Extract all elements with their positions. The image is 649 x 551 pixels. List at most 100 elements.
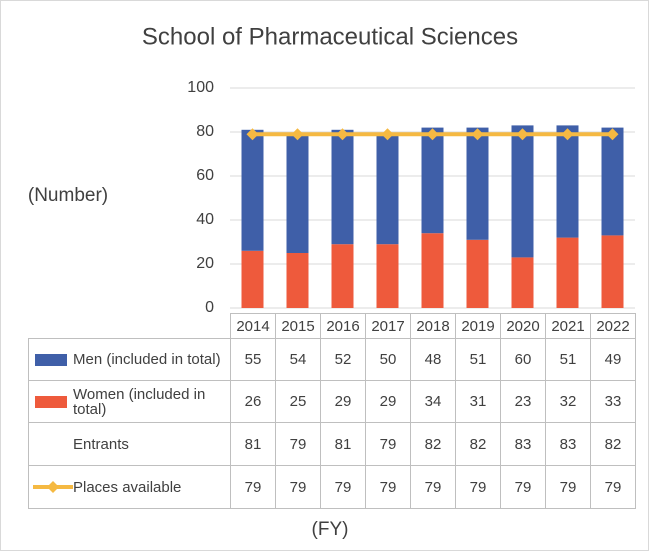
table-value: 49 (590, 338, 636, 381)
bar (376, 134, 399, 245)
y-tick-label: 0 (205, 299, 214, 316)
table-row: Places available 79 79 79 79 79 79 79 79 79 (28, 465, 636, 509)
x-tick-label: 2017 (365, 313, 411, 339)
x-tick-label: 2018 (410, 313, 456, 339)
table-value: 82 (410, 422, 456, 466)
bar (466, 127, 489, 240)
line-marker (561, 128, 574, 141)
table-value: 79 (365, 465, 411, 509)
x-tick-label: 2020 (500, 313, 546, 339)
legend-swatch (35, 395, 67, 408)
table-value: 33 (590, 380, 636, 423)
table-value: 23 (500, 380, 546, 423)
legend-key (33, 481, 73, 493)
y-axis-label: (Number) (28, 185, 108, 206)
table-value: 83 (500, 422, 546, 466)
legend-label: Women (included in total) (73, 385, 206, 418)
bar (466, 239, 489, 308)
table-value: 81 (230, 422, 276, 466)
y-tick-label: 100 (187, 79, 214, 96)
table-value: 83 (545, 422, 591, 466)
x-tick-label: 2021 (545, 313, 591, 339)
legend-item: Places available (29, 479, 230, 495)
table-value: 31 (455, 380, 501, 423)
table-value: 82 (590, 422, 636, 466)
table-value: 54 (275, 338, 321, 381)
bar (421, 127, 444, 234)
table-value: 29 (365, 380, 411, 423)
x-tick-label: 2022 (590, 313, 636, 339)
legend-marker (47, 481, 59, 493)
table-value: 52 (320, 338, 366, 381)
bar (286, 253, 309, 308)
table-value: 29 (320, 380, 366, 423)
legend-item: Entrants (29, 436, 230, 452)
line-marker (606, 128, 619, 141)
table-value: 82 (455, 422, 501, 466)
bar (376, 244, 399, 308)
chart-title: School of Pharmaceutical Sciences (142, 23, 518, 50)
legend-key (35, 353, 67, 366)
bar (511, 125, 534, 258)
table-value: 34 (410, 380, 456, 423)
legend-label: Entrants (73, 435, 129, 453)
line-marker (246, 128, 259, 141)
y-tick-label: 80 (196, 123, 214, 140)
row-label: Places available (28, 465, 231, 509)
y-tick-label: 60 (196, 167, 214, 184)
bar (241, 129, 264, 251)
x-tick-label: 2016 (320, 313, 366, 339)
legend-label: Places available (73, 478, 182, 496)
row-label: Women (included in total) (28, 380, 231, 423)
row-label: Men (included in total) (28, 338, 231, 381)
table-value: 51 (545, 338, 591, 381)
table-value: 79 (590, 465, 636, 509)
table-value: 32 (545, 380, 591, 423)
bar (331, 244, 354, 308)
table-value: 26 (230, 380, 276, 423)
legend-item: Women (included in total) (29, 387, 230, 417)
table-value: 81 (320, 422, 366, 466)
table-value: 79 (545, 465, 591, 509)
legend-label: Men (included in total) (73, 351, 221, 368)
table-row: Women (included in total) 26 25 29 29 34 31 23 3… (28, 380, 636, 423)
bar (331, 129, 354, 245)
line-marker (516, 128, 529, 141)
row-label: Entrants (28, 422, 231, 466)
line-marker (471, 128, 484, 141)
legend-key (35, 395, 67, 408)
legend-key (29, 436, 73, 452)
line-marker (291, 128, 304, 141)
bar (286, 134, 309, 253)
x-tick-label: 2015 (275, 313, 321, 339)
table-value: 48 (410, 338, 456, 381)
bar (511, 257, 534, 308)
table-value: 79 (275, 465, 321, 509)
bar (421, 233, 444, 308)
table-row: Men (included in total) 55 54 52 50 48 51 60 51 4… (28, 338, 636, 381)
table-value: 55 (230, 338, 276, 381)
bar (556, 237, 579, 308)
table-corner (29, 314, 231, 339)
table-header-row: 2014 2015 2016 2017 2018 2019 2020 2021 2022 (29, 313, 636, 339)
legend-item: Men (included in total) (29, 352, 230, 368)
y-tick-label: 20 (196, 255, 214, 272)
table-value: 79 (320, 465, 366, 509)
table-value: 79 (455, 465, 501, 509)
table-value: 60 (500, 338, 546, 381)
table-value: 51 (455, 338, 501, 381)
table-value: 79 (410, 465, 456, 509)
x-axis-label: (FY) (312, 519, 349, 540)
table-value: 79 (365, 422, 411, 466)
table-row: Entrants 81 79 81 79 82 82 83 83 82 (28, 422, 636, 466)
table-value: 79 (275, 422, 321, 466)
legend-swatch (35, 353, 67, 366)
bar (601, 127, 624, 236)
x-tick-label: 2014 (230, 313, 276, 339)
table-value: 50 (365, 338, 411, 381)
bar (601, 235, 624, 308)
data-table: 2014 2015 2016 2017 2018 2019 2020 2021 2022 Men … (28, 313, 636, 509)
x-tick-label: 2019 (455, 313, 501, 339)
bar (241, 250, 264, 308)
